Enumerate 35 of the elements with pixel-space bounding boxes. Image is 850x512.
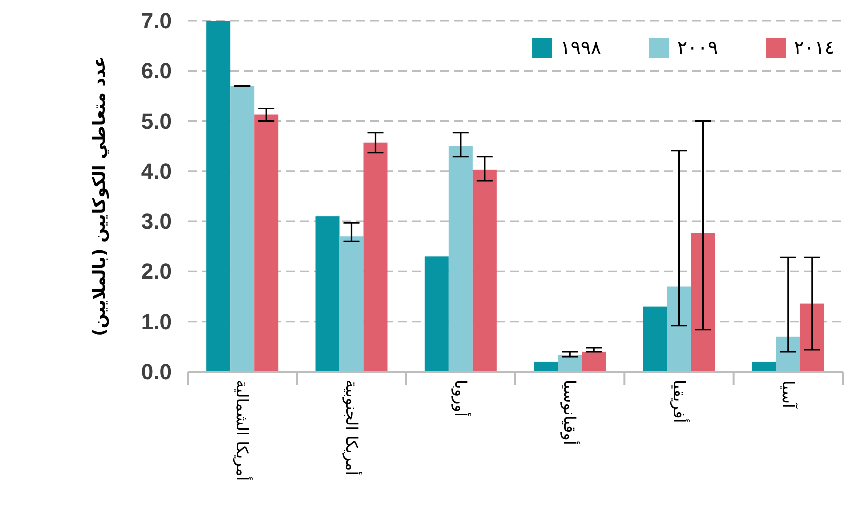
bar [254, 114, 279, 372]
x-tick-label: آسيا [778, 380, 799, 410]
bar [364, 142, 388, 372]
bar [667, 286, 692, 372]
legend-label: ٢٠٠٩ [677, 37, 718, 59]
y-tick-label: 5.0 [141, 108, 172, 134]
bar [230, 86, 255, 372]
bar [472, 170, 497, 372]
y-tick-label: 4.0 [141, 158, 172, 184]
y-tick-label: 0.0 [141, 360, 172, 384]
x-tick-label: أفريقيا [670, 380, 690, 424]
bar [582, 352, 606, 372]
bar [800, 304, 824, 372]
bar [776, 336, 800, 372]
y-tick-label: 2.0 [141, 259, 172, 284]
x-tick-label: أوقيانوسيا [560, 380, 581, 446]
y-tick-label: 7.0 [141, 8, 172, 34]
legend-label: ١٩٩٨ [560, 37, 602, 59]
x-tick-label: أوروبا [451, 380, 472, 417]
bar [691, 233, 716, 372]
bar [643, 306, 668, 372]
bar [340, 236, 364, 372]
x-tick-label: أمريكا الشمالية [233, 380, 254, 482]
legend-label: ٢٠١٤ [794, 37, 835, 59]
y-axis-title: عدد متعاطي الكوكايين (بالملايين) [90, 56, 110, 336]
x-tick-label: أمريكا الجنوبية [342, 380, 362, 476]
bar [206, 21, 231, 372]
y-tick-label: 6.0 [141, 58, 172, 84]
y-tick-label: 3.0 [141, 209, 172, 234]
bar [752, 362, 776, 372]
bar [424, 256, 449, 372]
bar [448, 146, 473, 372]
bar [316, 216, 340, 372]
y-tick-label: 1.0 [141, 309, 172, 334]
bar [534, 362, 558, 372]
